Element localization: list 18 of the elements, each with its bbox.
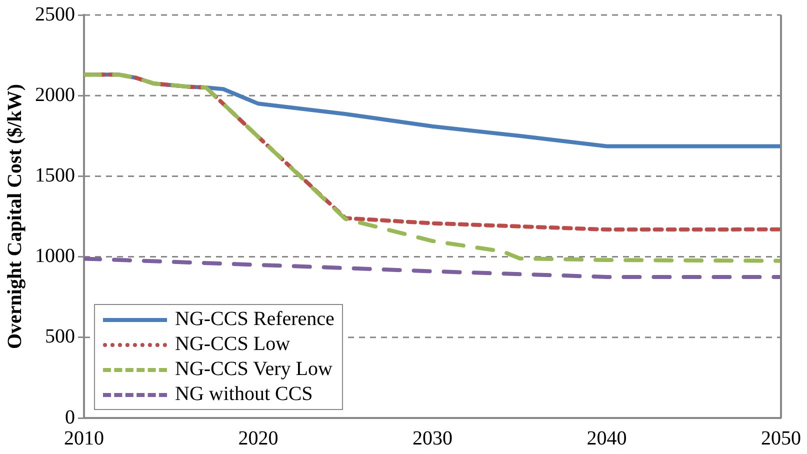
legend-label: NG without CCS: [175, 382, 313, 407]
legend-label: NG-CCS Very Low: [175, 357, 332, 382]
y-tick-label: 1500: [35, 164, 75, 186]
line-series: [84, 72, 781, 263]
y-tick-label: 2000: [35, 84, 75, 106]
x-tick-label: 2030: [412, 427, 452, 450]
x-tick-label: 2020: [238, 427, 278, 450]
y-tick-label: 500: [45, 326, 75, 348]
x-tick-label: 2050: [761, 427, 801, 450]
y-tick-label: 2500: [35, 3, 75, 26]
y-tick-label: 0: [65, 406, 75, 428]
x-tick-label: 2040: [586, 427, 627, 450]
legend-label: NG-CCS Low: [175, 332, 290, 357]
y-tick-label: 1000: [35, 245, 75, 268]
x-tick-label: 2010: [64, 427, 104, 450]
y-axis-title: Overnight Capital Cost ($/kW): [4, 84, 26, 349]
line-series: [84, 256, 781, 279]
legend-label: NG-CCS Reference: [175, 307, 334, 332]
